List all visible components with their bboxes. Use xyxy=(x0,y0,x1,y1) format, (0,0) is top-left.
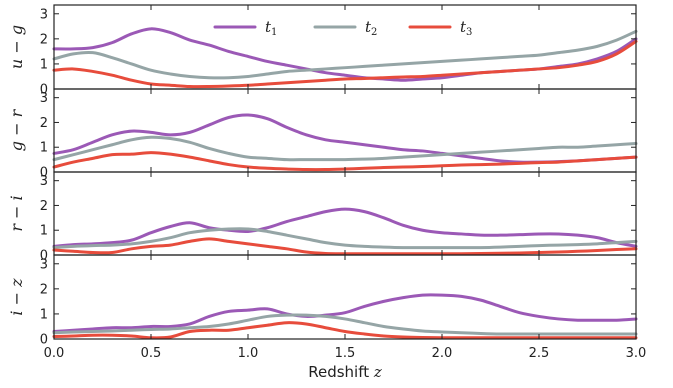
panel-1-ytick-label: 2 xyxy=(40,32,48,47)
panel-2-ylabel: g − r xyxy=(7,108,26,151)
panel-4-ylabel: i − z xyxy=(7,278,26,316)
panel-2-ytick-label: 0 xyxy=(40,166,48,181)
panel-3-ytick-label: 3 xyxy=(40,174,48,189)
xtick-label: 2.0 xyxy=(432,346,453,361)
panel-2-ytick-label: 3 xyxy=(40,91,48,106)
panel-1-series-t2-line xyxy=(52,29,638,80)
panel-3-ytick-label: 1 xyxy=(40,224,48,239)
panel-3-series-t1-line xyxy=(52,207,638,248)
panel-3-series-t2-line xyxy=(52,227,638,250)
panel-3-ytick-label: 0 xyxy=(40,249,48,264)
panel-4-series-t1-line xyxy=(52,293,638,333)
panel-1-series-t3-line xyxy=(52,39,638,89)
panel-3-ytick-label: 2 xyxy=(40,199,48,214)
xtick-label: 3.0 xyxy=(626,346,647,361)
panel-1-ytick-label: 3 xyxy=(40,7,48,22)
legend-label-t1: t1 xyxy=(265,18,277,38)
panel-1-ylabel: u − g xyxy=(7,25,26,69)
panel-4-ytick-label: 3 xyxy=(40,257,48,272)
panel-3-ylabel: r − i xyxy=(7,195,26,231)
xtick-label: 1.5 xyxy=(335,346,356,361)
xtick-label: 2.5 xyxy=(529,346,550,361)
panel-1-ytick-label: 0 xyxy=(40,83,48,98)
panel-2-ytick-label: 1 xyxy=(40,141,48,156)
x-axis-label: Redshift z xyxy=(308,363,382,381)
panel-4-ytick-label: 1 xyxy=(40,307,48,322)
legend-label-t3: t3 xyxy=(460,18,472,38)
panel-2-ytick-label: 2 xyxy=(40,116,48,131)
panel-4-series-t2-line xyxy=(52,313,638,336)
panel-2-series-t2-line xyxy=(52,135,638,162)
xtick-label: 0.5 xyxy=(141,346,162,361)
panel-4-ytick-label: 0 xyxy=(40,333,48,348)
xtick-label: 0.0 xyxy=(44,346,65,361)
panel-1-ytick-label: 1 xyxy=(40,57,48,72)
xtick-label: 1.0 xyxy=(238,346,259,361)
legend-label-t2: t2 xyxy=(365,18,377,38)
panel-4-ytick-label: 2 xyxy=(40,282,48,297)
